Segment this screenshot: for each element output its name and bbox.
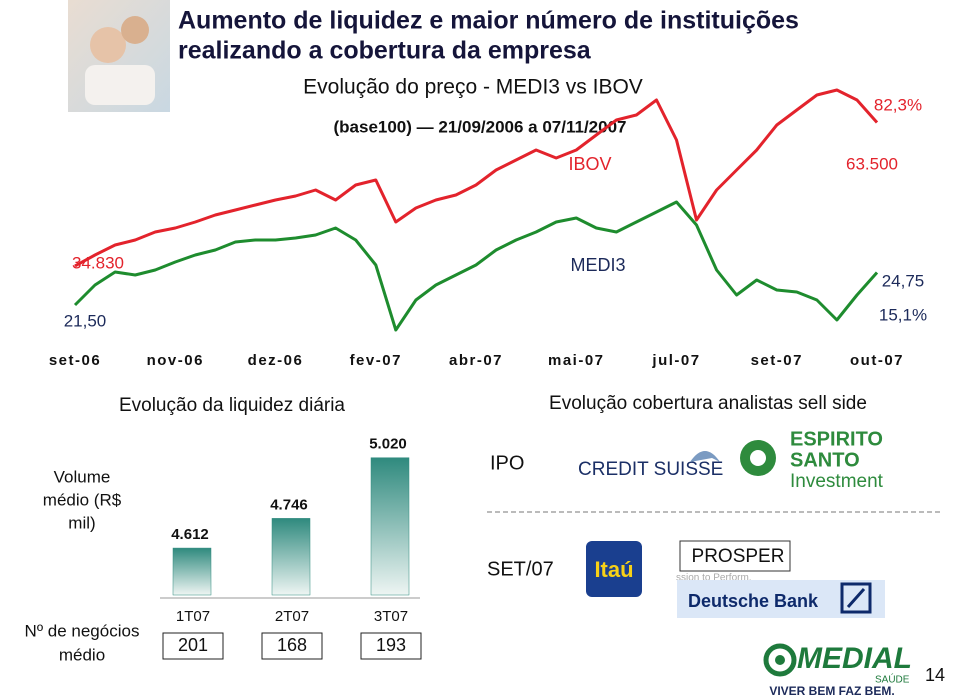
- row-label: SET/07: [487, 558, 554, 580]
- annotation: 24,75: [882, 271, 925, 290]
- series-label: MEDI3: [570, 255, 625, 275]
- row-label: IPO: [490, 452, 524, 474]
- bar: [172, 547, 212, 596]
- annotation: 82,3%: [874, 95, 922, 114]
- trades-box: [261, 632, 323, 660]
- coverage-title: Evolução cobertura analistas sell side: [549, 393, 867, 414]
- broker-logo: Deutsche Bank: [688, 591, 819, 611]
- trades-value: 201: [178, 635, 208, 655]
- broker-logo: Investment: [790, 471, 884, 492]
- page-number: 14: [925, 665, 945, 685]
- footer-sub: SAÚDE: [875, 673, 910, 686]
- slide-title: realizando a cobertura da empresa: [178, 37, 592, 65]
- bar: [370, 457, 410, 596]
- bar-value-label: 5.020: [369, 436, 407, 453]
- trades-value: 193: [376, 635, 406, 655]
- x-tick-label: set-06: [49, 352, 101, 369]
- x-tick-label: set-07: [751, 352, 803, 369]
- broker-logo-mark: [840, 582, 872, 614]
- y-axis-label: mil): [68, 513, 95, 532]
- trades-box: [360, 632, 422, 660]
- bar: [271, 518, 311, 596]
- trades-box: [162, 632, 224, 660]
- trades-label: médio: [59, 645, 105, 664]
- annotation: 15,1%: [879, 305, 927, 324]
- footer-slogan: VIVER BEM FAZ BEM.: [769, 684, 894, 698]
- trades-label: Nº de negócios: [25, 621, 140, 640]
- series-line: [73, 200, 879, 332]
- broker-tagline: ssion to Perform.: [676, 573, 752, 584]
- x-tick-label: fev-07: [350, 352, 402, 369]
- annotation: 63.500: [846, 154, 898, 173]
- x-tick-label: out-07: [850, 352, 904, 369]
- y-axis-label: médio (R$: [43, 490, 122, 509]
- annotation: 21,50: [64, 311, 107, 330]
- broker-logo: SANTO: [790, 449, 860, 471]
- broker-logo: CREDIT SUISSE: [578, 459, 723, 480]
- broker-logo-mark: [750, 450, 766, 466]
- bar-value-label: 4.612: [171, 526, 209, 543]
- trades-value: 168: [277, 635, 307, 655]
- x-tick-label: nov-06: [147, 352, 204, 369]
- footer-logo: [763, 643, 797, 677]
- broker-logo: Itaú: [594, 557, 633, 582]
- series-line: [74, 88, 879, 268]
- slide-title: Aumento de liquidez e maior número de in…: [178, 7, 799, 35]
- x-tick-label: dez-06: [248, 352, 304, 369]
- broker-logo-mark: [690, 451, 720, 462]
- chart-subtitle: (base100) — 21/09/2006 a 07/11/2007: [333, 117, 626, 136]
- bar-value-label: 4.746: [270, 496, 308, 513]
- annotation: 34.830: [72, 253, 124, 272]
- x-tick-label: mai-07: [548, 352, 605, 369]
- category-label: 1T07: [176, 608, 210, 625]
- chart-title: Evolução da liquidez diária: [119, 395, 345, 416]
- footer-brand: MEDIAL: [797, 642, 912, 675]
- x-tick-label: abr-07: [449, 352, 503, 369]
- broker-logo: PROSPER: [692, 546, 785, 567]
- photo: [68, 0, 170, 112]
- broker-logo-box: [679, 540, 791, 572]
- chart-title: Evolução do preço - MEDI3 vs IBOV: [303, 76, 643, 99]
- category-label: 2T07: [275, 608, 309, 625]
- x-tick-label: jul-07: [651, 352, 700, 369]
- broker-logo: ESPIRITO: [790, 428, 883, 450]
- category-label: 3T07: [374, 608, 408, 625]
- broker-logo-box: [586, 541, 642, 597]
- series-label: IBOV: [568, 154, 611, 174]
- y-axis-label: Volume: [54, 467, 111, 486]
- broker-logo-mark: [846, 588, 866, 608]
